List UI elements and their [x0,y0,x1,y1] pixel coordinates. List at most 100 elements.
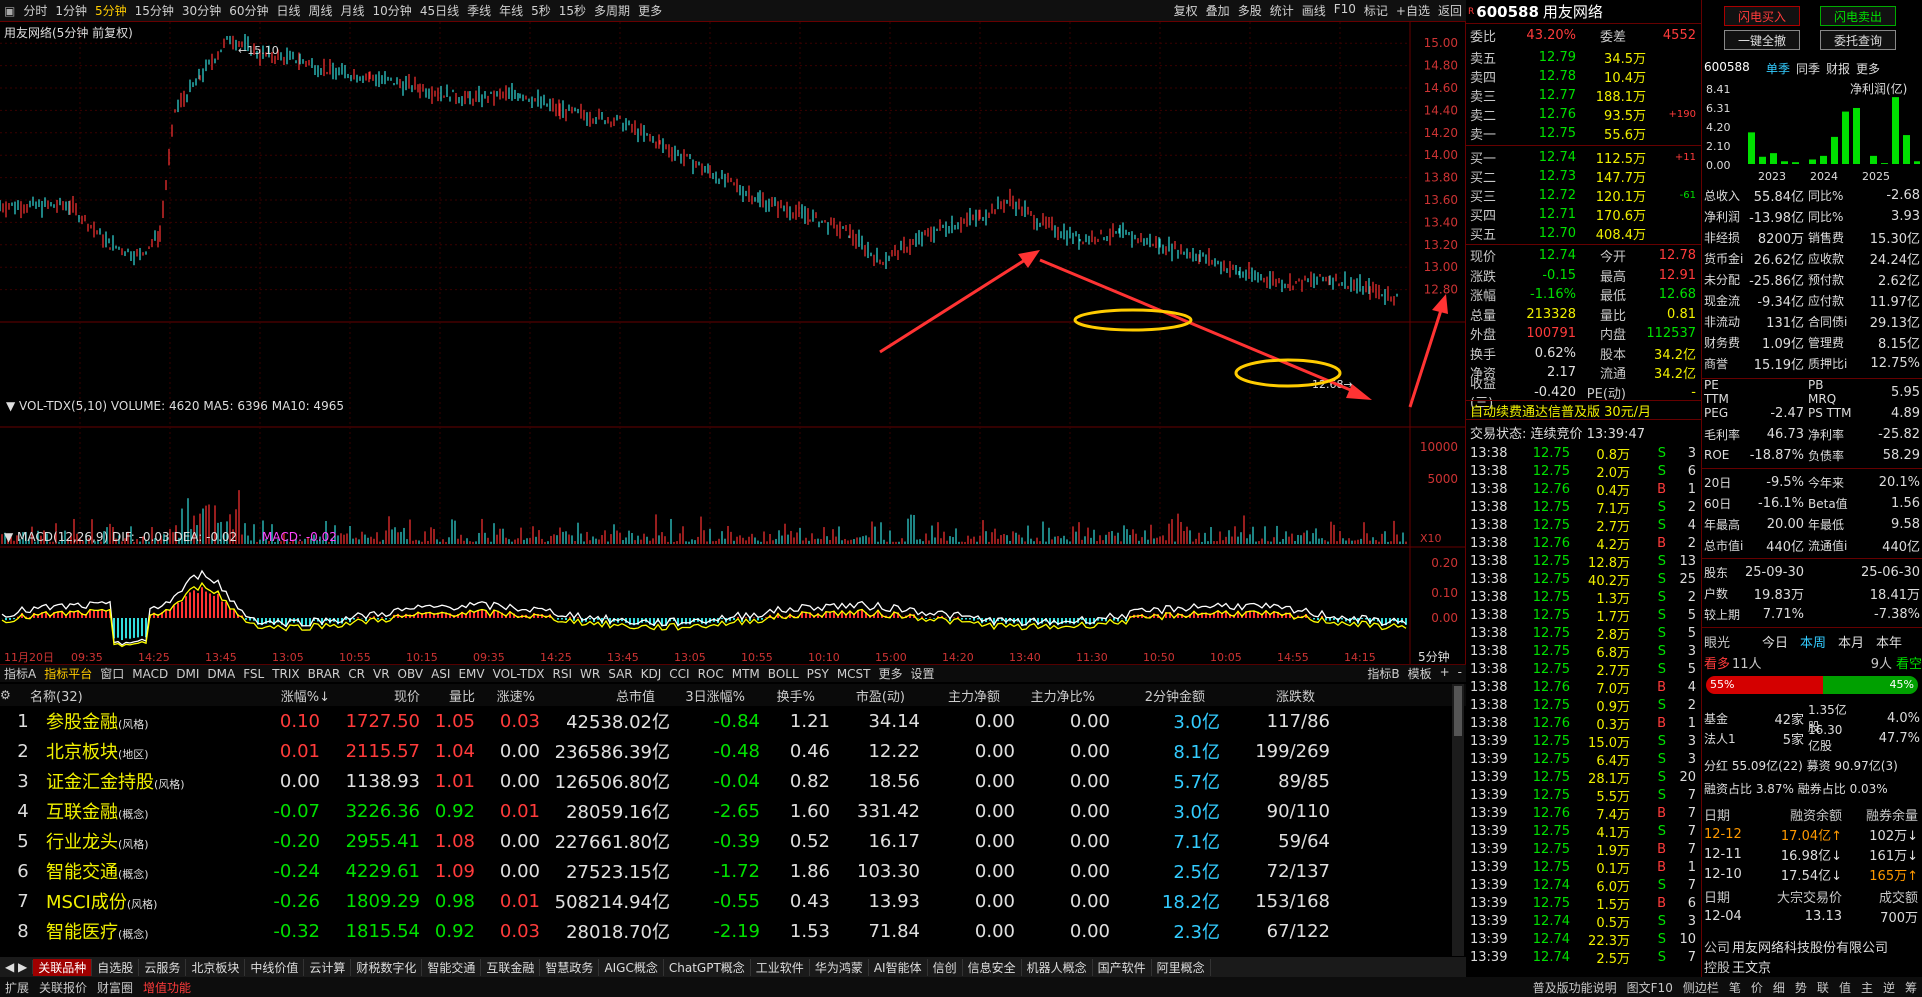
period-tab[interactable]: 10分钟 [372,4,412,18]
sector-tab[interactable]: 财税数字化 [351,958,423,976]
sector-tab[interactable]: 智慧政务 [540,958,600,976]
column-header[interactable]: 涨幅%↓ [280,689,330,705]
period-tab[interactable]: 更多 [638,4,663,18]
indicator-tab[interactable]: TRIX [272,666,300,681]
status-item[interactable]: 关联报价 [39,980,88,995]
status-item[interactable]: 普及版功能说明 [1532,980,1617,995]
indicator-tab[interactable]: ROC [697,666,724,681]
status-item[interactable]: 筹 [1904,980,1917,995]
indicator-tab[interactable]: ASI [431,666,451,681]
period-tab[interactable]: 30分钟 [181,4,222,18]
sector-tab[interactable]: AI智能体 [869,958,928,976]
indicator-right-button[interactable]: 模板 [1407,667,1432,681]
indicator-tab[interactable]: CR [348,666,365,681]
orderbook-row[interactable]: 买二 12.73 147.7万 [1470,169,1646,186]
column-header[interactable]: 3日涨幅% [685,689,745,705]
sector-tab[interactable]: 北京板块 [186,958,246,976]
period-tab[interactable]: 多周期 [594,4,631,18]
sector-tab[interactable]: AIGC概念 [599,958,664,976]
sector-tab[interactable]: ChatGPT概念 [664,958,751,976]
status-item[interactable]: 细 [1772,980,1785,995]
sector-tab[interactable]: 信息安全 [963,958,1022,976]
status-item[interactable]: 增值功能 [143,980,192,995]
period-tab[interactable]: 年线 [499,4,524,18]
indicator-tab[interactable]: RSI [552,666,573,681]
period-tab[interactable]: 1分钟 [55,4,87,18]
table-row[interactable]: 8 智能医疗(概念) -0.32 1815.54 0.92 0.03 28018.70亿 -2… [0,916,1450,946]
orderbook-row[interactable]: 买五 12.70 408.4万 [1470,226,1646,243]
orderbook-row[interactable]: 卖一 12.75 55.6万 [1470,126,1646,143]
orderbook-row[interactable]: 卖四 12.78 10.4万 [1470,69,1646,86]
period-tab[interactable]: 周线 [308,4,333,18]
sector-name[interactable]: 智能交通(概念) [46,862,149,883]
column-header[interactable]: 现价 [393,689,420,705]
toolbar-button[interactable]: 画线 [1301,4,1326,18]
toolbar-button[interactable]: 多股 [1237,4,1262,18]
period-tab[interactable]: 15秒 [558,4,587,18]
indicator-tab[interactable]: VR [372,666,390,681]
indicator-right-button[interactable]: + [1439,665,1450,679]
indicator-tab[interactable]: BOLL [767,666,799,681]
indicator-tab[interactable]: 设置 [910,667,935,681]
sector-tab[interactable]: 阿里概念 [1152,958,1211,976]
indicator-tab[interactable]: OBV [397,666,424,681]
column-header[interactable]: 2分钟金额 [1144,689,1205,705]
indicator-tab[interactable]: 指标平台 [44,667,93,681]
orderbook-row[interactable]: 买三 12.72 120.1万 -61 [1470,188,1696,205]
eye-tab[interactable]: 本月 [1838,635,1865,651]
menu-icon[interactable]: ▣ [4,3,16,18]
sector-tab[interactable]: 智能交通 [422,958,482,976]
sector-name[interactable]: 参股金融(风格) [46,712,149,733]
column-header[interactable]: 涨跌数 [1275,689,1315,705]
status-item[interactable]: 侧边栏 [1682,980,1719,995]
toolbar-button[interactable]: 标记 [1363,4,1388,18]
indicator-tab[interactable]: MCST [836,666,871,681]
period-tab[interactable]: 45日线 [419,4,460,18]
indicator-tab[interactable]: PSY [806,666,829,681]
sector-name[interactable]: 北京板块(地区) [46,742,149,763]
kline-chart-panel[interactable]: 用友网络(5分钟 前复权) 15.00 14.80 14.60 14.40 14.20 1… [0,22,1466,664]
period-tab[interactable]: 15分钟 [134,4,174,18]
table-scrollbar[interactable] [1452,684,1464,956]
period-tab[interactable]: 5秒 [531,4,551,18]
sector-tab[interactable]: 华为鸿蒙 [810,958,869,976]
fin-tab[interactable]: 更多 [1856,62,1881,76]
indicator-tab[interactable]: DMI [176,666,200,681]
flash-buy-button[interactable]: 闪电买入 [1724,6,1800,26]
sector-name[interactable]: MSCI成份(风格) [46,892,158,913]
orderbook-row[interactable]: 卖二 12.76 93.5万 +190 [1470,107,1696,124]
indicator-tab[interactable]: SAR [608,666,633,681]
indicator-tab[interactable]: 更多 [878,667,903,681]
sector-tab[interactable]: 中线价值 [245,958,305,976]
eye-tab[interactable]: 本周 [1800,635,1827,651]
orderbook-row[interactable]: 卖三 12.77 188.1万 [1470,88,1646,105]
sector-name[interactable]: 互联金融(概念) [46,802,149,823]
status-item[interactable]: 扩展 [5,980,30,995]
indicator-tab[interactable]: VOL-TDX [492,666,545,681]
indicator-tab[interactable]: WR [580,666,601,681]
column-header[interactable]: 主力净比% [1030,689,1095,705]
fin-tab[interactable]: 同季 [1796,62,1821,76]
table-row[interactable]: 7 MSCI成份(风格) -0.26 1809.29 0.98 0.01 508214.94… [0,886,1450,916]
status-item[interactable]: 笔 [1728,980,1741,995]
sector-tab[interactable]: 关联品种 [33,958,93,976]
sector-tab[interactable]: 国产软件 [1093,958,1152,976]
eye-tab[interactable]: 本年 [1876,635,1903,651]
column-header[interactable]: 市盈(动) [855,689,905,705]
sector-tab[interactable]: 云计算 [304,958,352,976]
column-header[interactable]: 换手% [776,689,815,705]
column-header[interactable]: 量比 [448,689,475,705]
toolbar-button[interactable]: F10 [1333,2,1356,16]
period-tab[interactable]: 季线 [467,4,492,18]
tab-scroll-left[interactable]: ◀ ▶ [0,960,34,974]
column-header[interactable]: 名称(32) [30,689,83,705]
indicator-tab[interactable]: CCI [669,666,690,681]
settings-icon[interactable]: ⚙ [0,688,11,702]
column-header[interactable]: 总市值 [615,689,655,705]
status-item[interactable]: 值 [1838,980,1851,995]
table-row[interactable]: 3 证金汇金持股(风格) 0.00 1138.93 1.01 0.00 126506.80亿… [0,766,1450,796]
sector-name[interactable]: 智能医疗(概念) [46,922,149,943]
table-row[interactable]: 6 智能交通(概念) -0.24 4229.61 1.09 0.00 27523.15亿 -1… [0,856,1450,886]
orderbook-row[interactable]: 卖五 12.79 34.5万 [1470,50,1646,67]
sector-tab[interactable]: 机器人概念 [1022,958,1093,976]
